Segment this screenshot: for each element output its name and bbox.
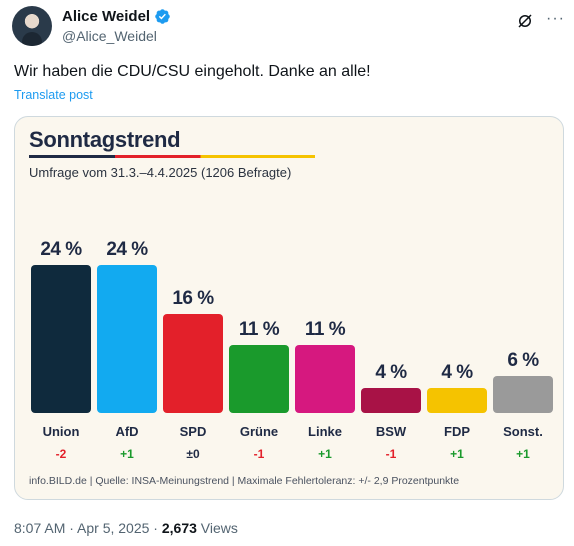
tweet-text: Wir haben die CDU/CSU eingeholt. Danke a… [14, 63, 371, 80]
bar-sonst- [493, 376, 553, 413]
post-timestamp[interactable]: 8:07 AM · Apr 5, 2025 · 2,673 Views [14, 520, 238, 536]
bar-value-label: 6 % [507, 350, 539, 371]
bar-value-label: 16 % [172, 288, 214, 309]
bar-union [31, 265, 91, 413]
party-label: FDP [444, 424, 470, 439]
author-block: Alice Weidel @Alice_Weidel [62, 8, 171, 44]
bar-gr-ne [229, 345, 289, 413]
bar-value-label: 11 % [304, 319, 346, 340]
bar-spd [163, 314, 223, 413]
bar-value-label: 24 % [106, 239, 148, 260]
bar-bsw [361, 388, 421, 413]
chart-subtitle: Umfrage vom 31.3.–4.4.2025 (1206 Befragt… [29, 165, 292, 180]
chart-card[interactable]: Sonntagstrend Umfrage vom 31.3.–4.4.2025… [14, 116, 564, 500]
bar-afd [97, 265, 157, 413]
party-label: BSW [375, 424, 407, 439]
bar-value-label: 4 % [375, 362, 407, 383]
bar-chart: 24 % Union -2 24 % AfD +1 16 % SPD ±0 11 % Grüne -1… [15, 117, 563, 499]
party-label: Grüne [239, 424, 279, 439]
title-underline [29, 155, 315, 158]
avatar[interactable] [12, 6, 52, 46]
bar-value-label: 4 % [441, 362, 473, 383]
author-handle[interactable]: @Alice_Weidel [62, 28, 157, 44]
views-count: 2,673 [161, 520, 197, 536]
chart-source: info.BILD.de | Quelle: INSA-Meinungstren… [29, 475, 460, 487]
party-label: Linke [308, 424, 342, 439]
party-label: AfD [115, 424, 139, 439]
verified-badge-icon [155, 9, 170, 24]
party-label: Sonst. [503, 424, 543, 439]
post-time: 8:07 AM · Apr 5, 2025 · [14, 520, 162, 536]
translate-post-link[interactable]: Translate post [14, 88, 93, 102]
change-label: +1 [120, 447, 134, 461]
party-label: Union [42, 424, 80, 439]
change-label: -1 [385, 447, 397, 461]
bar-value-label: 11 % [238, 319, 280, 340]
bar-linke [295, 345, 355, 413]
views-label: Views [196, 520, 238, 536]
change-label: -2 [55, 447, 67, 461]
grok-icon[interactable] [516, 12, 534, 30]
author-name[interactable]: Alice Weidel [62, 8, 151, 25]
bar-value-label: 24 % [40, 239, 82, 260]
change-label: ±0 [186, 447, 200, 461]
change-label: +1 [516, 447, 530, 461]
chart-title: Sonntagstrend [29, 127, 181, 152]
bar-fdp [427, 388, 487, 413]
change-label: +1 [450, 447, 464, 461]
party-label: SPD [179, 424, 207, 439]
change-label: +1 [318, 447, 332, 461]
more-icon[interactable]: ··· [546, 10, 565, 27]
change-label: -1 [253, 447, 265, 461]
